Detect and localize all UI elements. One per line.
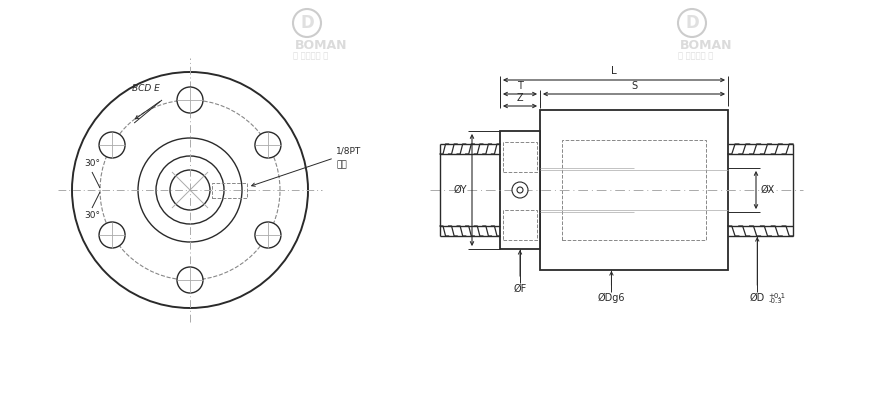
Circle shape: [255, 222, 281, 248]
Text: ØD: ØD: [750, 293, 765, 303]
Text: ØY: ØY: [453, 185, 467, 195]
Text: 1/8PT: 1/8PT: [336, 147, 362, 156]
Circle shape: [177, 267, 203, 293]
Text: 30°: 30°: [84, 160, 100, 168]
Bar: [503, 210, 537, 240]
Circle shape: [72, 72, 308, 308]
Text: D: D: [686, 14, 699, 32]
Circle shape: [512, 182, 528, 198]
Text: T: T: [517, 81, 523, 91]
Circle shape: [177, 87, 203, 113]
Bar: [212, 182, 247, 198]
Text: ØF: ØF: [513, 284, 526, 294]
Text: 一 勃曼工业 一: 一 勃曼工业 一: [678, 51, 714, 60]
Bar: [500, 131, 540, 249]
Bar: [503, 142, 537, 172]
Text: +0.1: +0.1: [768, 293, 785, 299]
Circle shape: [99, 222, 125, 248]
Circle shape: [517, 187, 523, 193]
Text: ØX: ØX: [761, 185, 775, 195]
Text: D: D: [300, 14, 314, 32]
Text: 30°: 30°: [84, 212, 100, 220]
Circle shape: [99, 132, 125, 158]
Text: BOMAN: BOMAN: [295, 39, 348, 52]
Text: L: L: [611, 66, 617, 76]
Text: BOMAN: BOMAN: [680, 39, 732, 52]
Bar: [562, 140, 706, 240]
Text: 油孔: 油孔: [336, 160, 347, 169]
Text: BCD E: BCD E: [132, 84, 160, 93]
Text: Z: Z: [517, 93, 524, 103]
Text: 一 勃曼工业 一: 一 勃曼工业 一: [293, 51, 328, 60]
Text: -0.3: -0.3: [768, 298, 782, 304]
Text: ØDg6: ØDg6: [598, 293, 625, 303]
Text: S: S: [631, 81, 637, 91]
Circle shape: [255, 132, 281, 158]
Bar: [540, 110, 728, 270]
